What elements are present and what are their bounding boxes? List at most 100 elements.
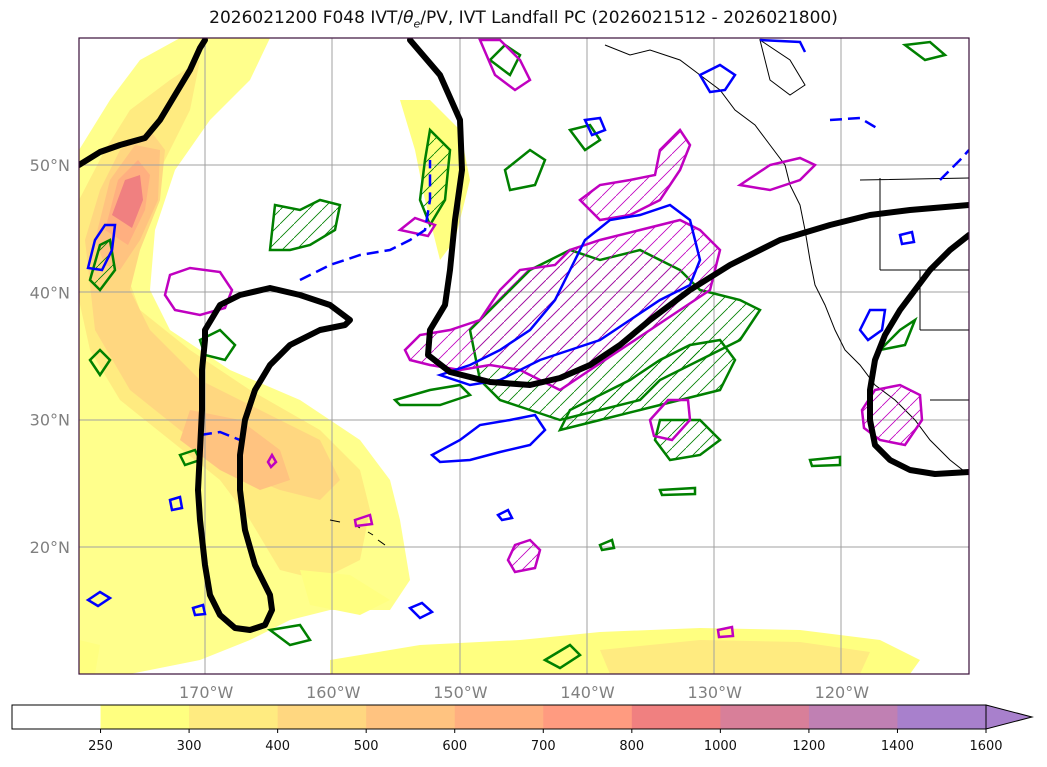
lat-label: 20°N xyxy=(30,538,70,557)
colorbar-label: 800 xyxy=(619,739,644,754)
lat-label: 40°N xyxy=(30,283,70,302)
latitude-labels: 50°N 40°N 30°N 20°N xyxy=(30,156,70,557)
pv-contour-19 xyxy=(901,40,948,62)
colorbar-extend-arrow xyxy=(985,704,1034,730)
blue-contour-2 xyxy=(436,203,702,387)
blue-contour-13 xyxy=(191,603,207,617)
colorbar-label: 1200 xyxy=(792,739,825,754)
blue-contour-10 xyxy=(496,508,514,522)
colorbar: 250 300 400 500 600 700 800 1000 1200 1400 1600 xyxy=(11,704,1034,754)
blue-contour-dashed-4 xyxy=(939,149,969,181)
pv-contour-16 xyxy=(876,316,918,353)
mag-contour-10 xyxy=(266,452,278,470)
colorbar-label: 600 xyxy=(442,739,467,754)
pc-contour-4 xyxy=(867,232,969,477)
pv-contour-3 xyxy=(418,127,452,228)
lon-label: 170°W xyxy=(179,683,234,702)
theta-contours xyxy=(85,38,969,620)
mag-contour-7 xyxy=(506,538,542,574)
title-theta: θ xyxy=(403,8,414,28)
pv-contour-5 xyxy=(557,338,737,432)
pc-contour-2 xyxy=(407,38,969,388)
map-content xyxy=(79,38,969,674)
blue-contour-1 xyxy=(86,223,117,272)
blue-contour-5 xyxy=(698,63,737,94)
colorbar-label: 700 xyxy=(531,739,556,754)
blue-contour-8 xyxy=(85,590,113,608)
colorbar-label: 500 xyxy=(354,739,379,754)
title-rest: /PV, IVT Landfall PC (2026021512 - 20260… xyxy=(420,8,838,28)
colorbar-segment xyxy=(897,705,987,729)
colorbar-segment xyxy=(12,705,102,729)
pv-contour-7 xyxy=(567,123,602,152)
map-frame xyxy=(78,37,970,675)
pv-contour-8 xyxy=(503,148,547,192)
pv-contour-6 xyxy=(653,418,722,462)
alaska-panhandle xyxy=(759,38,806,96)
colorbar-segment xyxy=(366,705,456,729)
colorbar-label: 1000 xyxy=(704,739,737,754)
lon-label: 120°W xyxy=(815,683,870,702)
colorbar-segment xyxy=(720,705,810,729)
title-theta-sub: e xyxy=(413,17,421,31)
title-main: 2026021200 F048 IVT/ xyxy=(209,8,404,28)
pv-contour-9 xyxy=(392,383,473,407)
blue-contour-6 xyxy=(583,116,607,137)
blue-contour-dashed-2 xyxy=(829,116,881,132)
mag-contour-1 xyxy=(163,266,234,317)
pc-contour-1 xyxy=(79,38,208,168)
mag-contour-9 xyxy=(478,38,532,92)
blue-contour-4 xyxy=(858,308,887,342)
colorbar-outline xyxy=(11,704,987,730)
pv-contour-13 xyxy=(266,623,313,647)
colorbar-label: 400 xyxy=(265,739,290,754)
mag-contour-11 xyxy=(353,513,374,528)
mag-contour-12 xyxy=(716,625,735,639)
blue-contour-9 xyxy=(407,601,435,620)
magenta-contours xyxy=(163,38,924,639)
blue-contour-dashed-3 xyxy=(199,430,241,442)
colorbar-segment xyxy=(543,705,633,729)
colorbar-label: 300 xyxy=(177,739,202,754)
pv-contour-17 xyxy=(658,486,697,497)
pv-contour-15 xyxy=(808,455,842,468)
blue-contour-11 xyxy=(898,230,916,246)
lon-label: 140°W xyxy=(560,683,615,702)
pv-contour-14 xyxy=(542,643,582,670)
blue-contour-3 xyxy=(429,413,547,464)
mag-contour-5 xyxy=(860,383,924,447)
lon-label: 130°W xyxy=(688,683,743,702)
colorbar-label: 1400 xyxy=(881,739,914,754)
colorbar-segment xyxy=(277,705,367,729)
blue-contour-7 xyxy=(759,38,807,53)
lat-label: 50°N xyxy=(30,156,70,175)
colorbar-segment xyxy=(189,705,279,729)
blue-contour-dashed-1 xyxy=(299,160,432,282)
pc-contour-3 xyxy=(195,285,353,633)
pv-contour-1 xyxy=(268,198,342,252)
blue-contour-12 xyxy=(168,495,184,512)
colorbar-label: 250 xyxy=(88,739,113,754)
mag-contour-6 xyxy=(648,398,692,442)
colorbar-segment xyxy=(808,705,898,729)
lon-label: 150°W xyxy=(433,683,488,702)
pv-contour-2 xyxy=(88,238,117,292)
mag-contour-4 xyxy=(736,156,818,192)
colorbar-label: 1600 xyxy=(969,739,1002,754)
mag-contour-3 xyxy=(578,128,692,222)
pv-contour-20 xyxy=(488,43,522,77)
colorbar-segment xyxy=(100,705,190,729)
colorbar-segment xyxy=(631,705,721,729)
longitude-labels: 170°W 160°W 150°W 140°W 130°W 120°W xyxy=(179,683,869,702)
lat-label: 30°N xyxy=(30,411,70,430)
map-title: 2026021200 F048 IVT/θe/PV, IVT Landfall … xyxy=(0,8,1047,30)
ivt-filled-plume xyxy=(79,38,920,674)
pv-contour-18 xyxy=(598,538,616,552)
pc-contours xyxy=(79,38,969,633)
lon-label: 160°W xyxy=(306,683,361,702)
pv-contour-10 xyxy=(88,348,112,378)
mag-contour-2 xyxy=(403,218,722,392)
colorbar-segment xyxy=(454,705,544,729)
state-borders xyxy=(859,177,969,401)
